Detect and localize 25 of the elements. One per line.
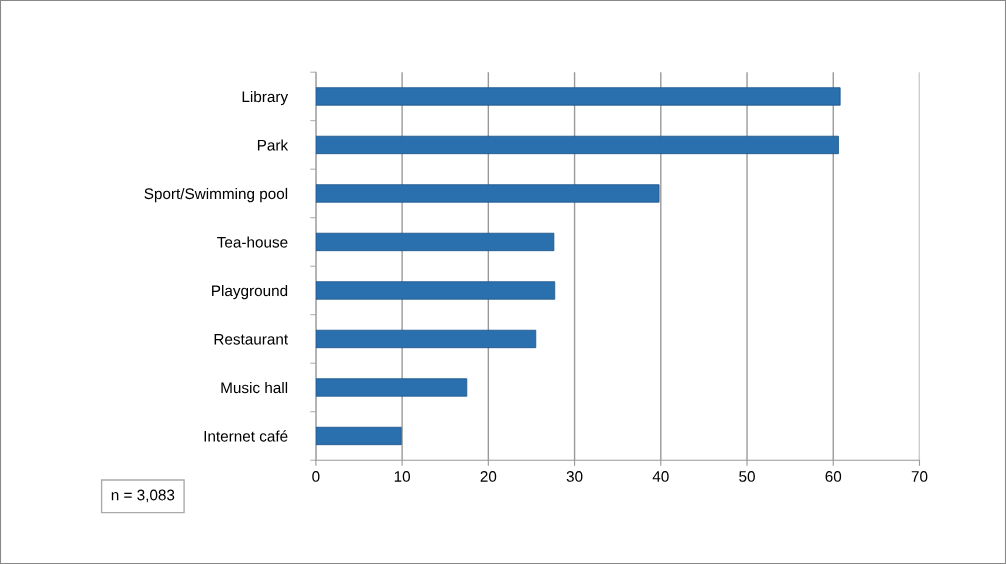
x-tick-label: 0 [312,471,320,482]
y-tick-label: Sport/Swimming pool [144,187,288,203]
x-tick-label: 70 [911,471,928,482]
y-tick-label: Internet café [204,430,288,442]
x-tick-label: 40 [652,471,669,482]
x-tick-label: 30 [566,471,583,482]
y-tick-label: Restaurant [214,333,288,345]
bar [315,135,839,155]
y-tick-label: Park [257,139,289,151]
bar [315,378,468,397]
y-tick-label: Tea-house [217,236,288,248]
bar [315,184,660,203]
x-tick-label: 60 [825,471,842,482]
y-tick-label: Music hall [221,381,288,394]
bar [315,232,555,252]
x-tick-label: 50 [739,471,755,482]
y-tick-label: Playground [212,284,288,300]
bar [315,87,841,106]
bar [315,329,537,349]
x-tick-label: 20 [480,471,497,482]
text: n = 3,083 [111,489,175,503]
bar [315,426,402,446]
x-tick-label: 10 [394,471,411,482]
bar [315,281,556,300]
y-tick-label: Library [242,90,289,106]
